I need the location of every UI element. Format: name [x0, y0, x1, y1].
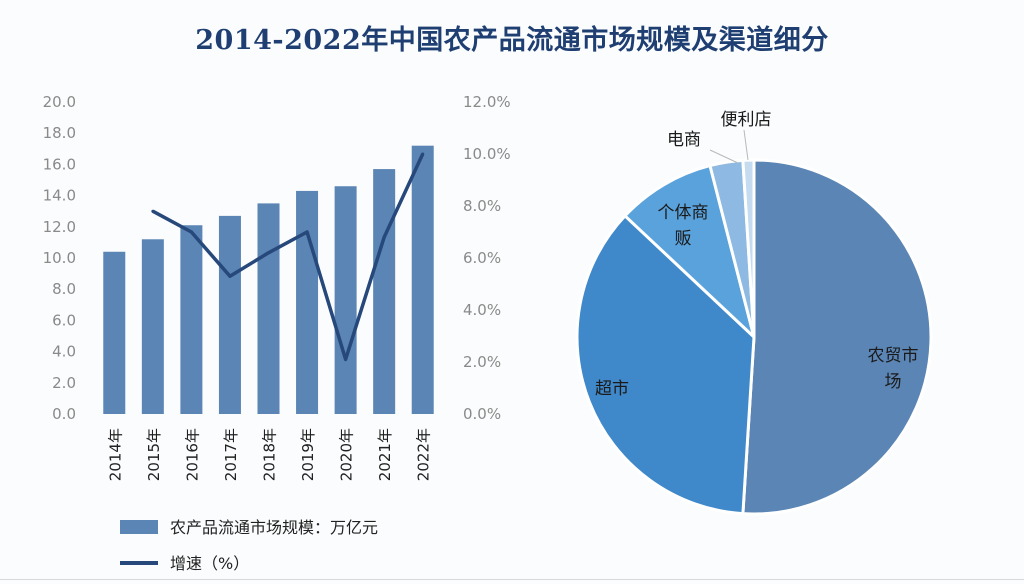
x-tick-label: 2015年 [145, 428, 163, 481]
y-left-tick-label: 2.0 [52, 374, 76, 392]
bar-2014年 [103, 252, 125, 414]
y-left-tick-label: 20.0 [43, 93, 76, 111]
x-tick-label: 2019年 [299, 428, 317, 481]
y-left-tick-label: 16.0 [43, 155, 76, 173]
y-left-tick-label: 18.0 [43, 124, 76, 142]
growth-rate-point [344, 358, 347, 361]
y-left-tick-label: 10.0 [43, 249, 76, 267]
y-right-tick-label: 10.0% [463, 145, 511, 163]
x-tick-label: 2021年 [376, 428, 394, 481]
bar-2018年 [258, 203, 280, 414]
y-left-tick-label: 4.0 [52, 343, 76, 361]
x-tick-label: 2020年 [338, 428, 356, 481]
growth-rate-point [306, 231, 309, 234]
pie-leader-line-4 [744, 130, 748, 160]
y-right-tick-label: 6.0% [463, 249, 501, 267]
growth-rate-point [267, 251, 270, 254]
bottom-divider [0, 579, 1024, 580]
y-left-tick-label: 8.0 [52, 280, 76, 298]
bar-2021年 [373, 169, 395, 414]
bar-2017年 [219, 216, 241, 414]
y-left-tick-label: 6.0 [52, 311, 76, 329]
y-right-tick-label: 12.0% [463, 93, 511, 111]
bar-2019年 [296, 191, 318, 414]
legend-bar-label: 农产品流通市场规模：万亿元 [170, 518, 378, 537]
x-tick-label: 2016年 [183, 428, 201, 481]
growth-rate-point [421, 153, 424, 156]
x-tick-label: 2018年 [261, 428, 279, 481]
y-right-tick-label: 2.0% [463, 353, 501, 371]
y-right-tick-label: 8.0% [463, 197, 501, 215]
bar-2022年 [412, 146, 434, 414]
growth-rate-point [228, 275, 231, 278]
x-tick-label: 2022年 [415, 428, 433, 481]
pie-label-1: 超市 [595, 379, 629, 399]
y-right-tick-label: 0.0% [463, 405, 501, 423]
y-left-tick-label: 14.0 [43, 187, 76, 205]
y-left-tick-label: 12.0 [43, 218, 76, 236]
bar-2020年 [335, 186, 357, 414]
legend-bar-swatch [120, 520, 158, 534]
y-left-tick-label: 0.0 [52, 405, 76, 423]
bar-2016年 [180, 225, 202, 414]
bar-2015年 [142, 239, 164, 414]
pie-label-3: 电商 [667, 130, 701, 150]
x-tick-label: 2014年 [106, 428, 124, 481]
y-right-tick-label: 4.0% [463, 301, 501, 319]
x-tick-label: 2017年 [222, 428, 240, 481]
legend-line-label: 增速（%） [170, 554, 249, 573]
pie-slice-0 [743, 160, 931, 514]
growth-rate-point [151, 210, 154, 213]
growth-rate-point [190, 231, 193, 234]
pie-label-4: 便利店 [721, 110, 772, 130]
growth-rate-point [383, 236, 386, 239]
